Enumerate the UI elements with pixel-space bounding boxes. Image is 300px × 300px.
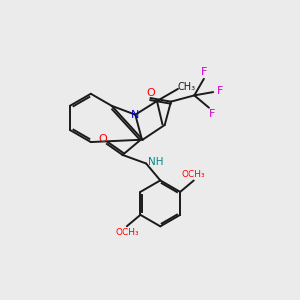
Text: N: N: [131, 110, 140, 120]
Text: CH₃: CH₃: [177, 82, 195, 92]
Text: OCH₃: OCH₃: [182, 169, 206, 178]
Text: OCH₃: OCH₃: [115, 228, 139, 237]
Text: O: O: [98, 134, 107, 144]
Text: O: O: [146, 88, 155, 98]
Text: NH: NH: [148, 157, 163, 167]
Text: F: F: [201, 67, 207, 77]
Text: F: F: [209, 109, 215, 119]
Text: F: F: [216, 85, 223, 96]
